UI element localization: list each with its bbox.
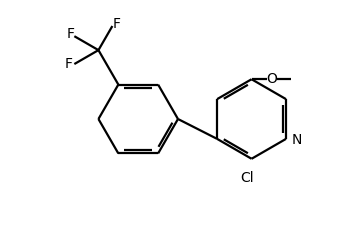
Text: N: N [292,133,303,147]
Text: O: O [266,72,277,86]
Text: F: F [66,27,74,41]
Text: F: F [64,57,72,71]
Text: Cl: Cl [240,171,253,185]
Text: F: F [112,17,120,31]
